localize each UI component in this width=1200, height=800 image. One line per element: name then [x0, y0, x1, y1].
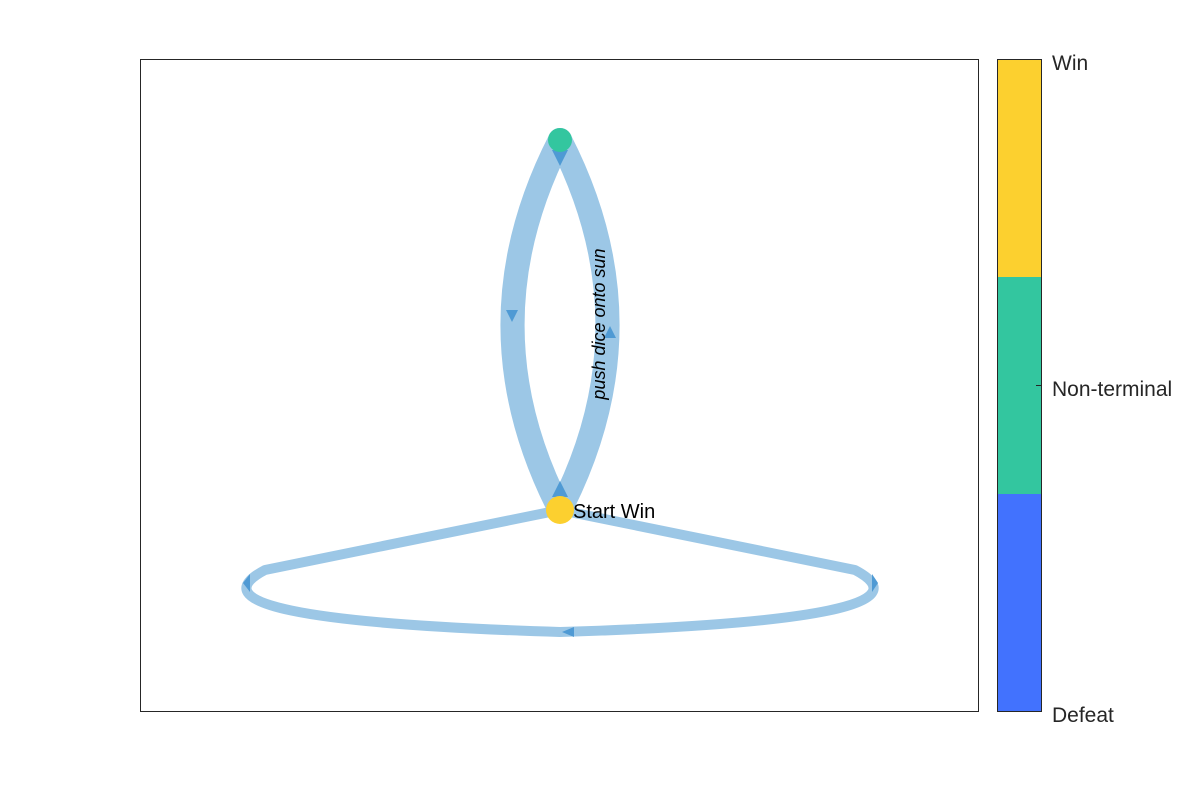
- colorbar-frame: [997, 59, 1042, 712]
- arrowhead-top-down: [552, 150, 568, 166]
- arrowhead-right-mid: [604, 326, 616, 338]
- arrowheads: [243, 150, 878, 637]
- edge-self-loop: [241, 505, 879, 637]
- colorbar-win: [997, 59, 1041, 277]
- edge-start-to-top: [548, 128, 620, 522]
- edge-top-to-start: [500, 128, 572, 522]
- colorbar: Win Non-terminal Defeat: [997, 52, 1172, 727]
- colorbar-label-defeat: Defeat: [1052, 704, 1114, 727]
- arrowhead-loop-bottom: [562, 627, 574, 637]
- arrowhead-bottom-up: [552, 481, 568, 497]
- colorbar-label-win: Win: [1052, 52, 1088, 75]
- node-start-label: Start Win: [573, 501, 655, 523]
- colorbar-defeat: [997, 494, 1041, 711]
- node-top: [548, 128, 572, 152]
- node-start: [546, 496, 574, 524]
- colorbar-label-non-terminal: Non-terminal: [1052, 378, 1172, 401]
- arrowhead-loop-right: [872, 574, 878, 592]
- arrowhead-left-mid: [506, 310, 518, 322]
- arrowhead-loop-left: [243, 574, 250, 592]
- edge-label: push dice onto sun: [589, 248, 609, 400]
- edges: [241, 128, 879, 637]
- colorbar-non-terminal: [997, 277, 1041, 494]
